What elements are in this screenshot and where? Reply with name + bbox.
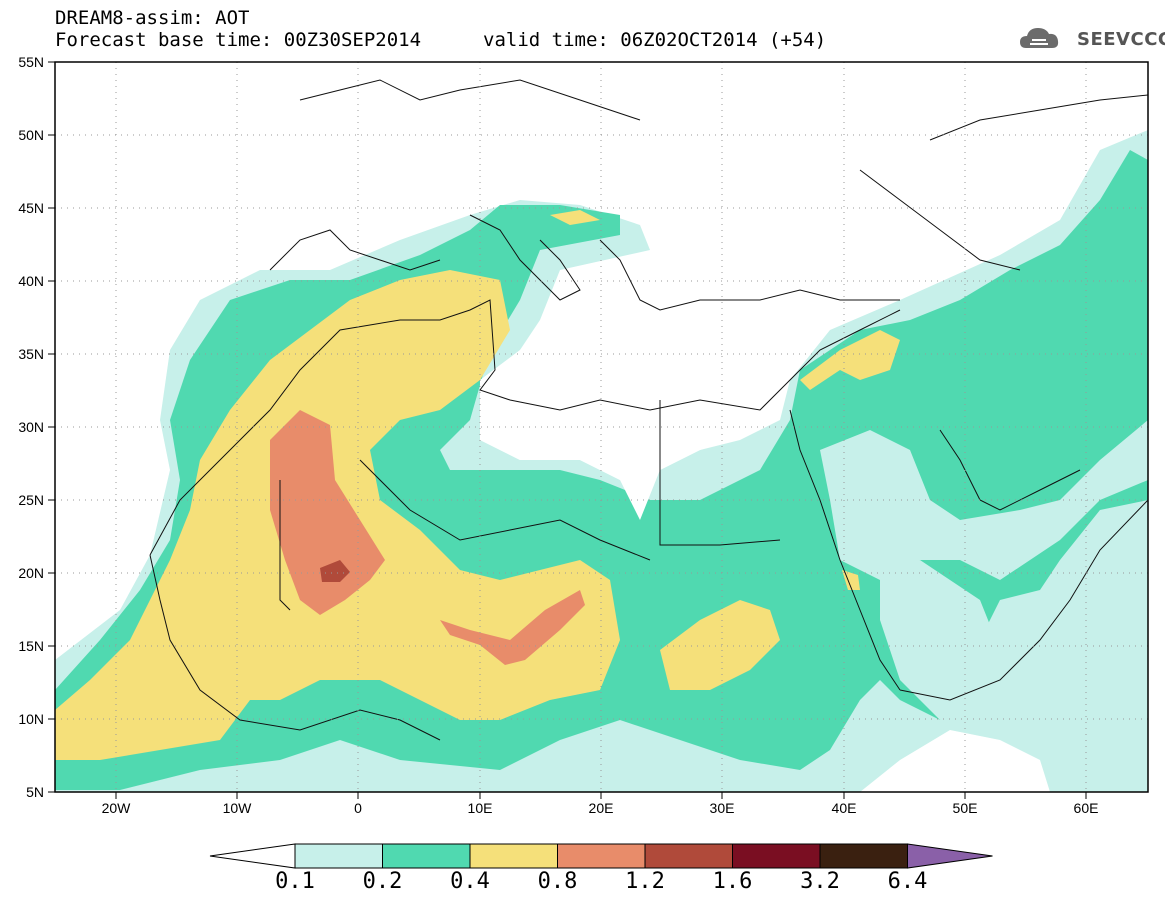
colorbar-level-label: 0.1 [275, 869, 315, 894]
contour-0.1-inner2 [880, 560, 1000, 720]
low-aot-region [480, 290, 790, 520]
lat-label: 15N [18, 638, 44, 654]
chart-title: DREAM8-assim: AOT [55, 7, 250, 29]
lon-label: 60E [1073, 800, 1099, 816]
cloud-icon [1020, 28, 1059, 48]
lat-label: 20N [18, 565, 44, 581]
tick-marks [48, 61, 1087, 799]
colorbar-level-label: 0.2 [362, 869, 403, 894]
forecast-base-time: Forecast base time: 00Z30SEP2014 [55, 29, 422, 51]
lon-label: 50E [952, 800, 978, 816]
lat-label: 45N [18, 200, 44, 216]
contour-0.8 [270, 410, 385, 615]
logo-text: SEEVCCC [1077, 29, 1165, 50]
lon-label: 20E [588, 800, 614, 816]
colorbar-level-label: 3.2 [800, 869, 840, 894]
lat-label: 10N [18, 711, 44, 727]
colorbar-level-label: 6.4 [887, 869, 928, 894]
contour-0.4-east [660, 600, 780, 690]
colorbar-level-label: 0.4 [450, 869, 490, 894]
valid-time: valid time: 06Z02OCT2014 (+54) [483, 29, 827, 51]
colorbar-level-label: 1.2 [625, 869, 665, 894]
lat-label: 55N [18, 54, 44, 70]
lon-label: 40E [831, 800, 857, 816]
colorbar-level-label: 0.8 [537, 869, 578, 894]
colorbar-level-label: 1.6 [712, 869, 753, 894]
contour-1.2 [320, 560, 350, 582]
lat-label: 40N [18, 273, 44, 289]
lon-label: 20W [101, 800, 131, 816]
lat-label: 5N [26, 784, 44, 800]
aot-contours [55, 130, 1148, 792]
lon-label: 0 [354, 800, 362, 816]
lat-label: 30N [18, 419, 44, 435]
contour-0.4-levant [800, 330, 900, 390]
graticule [55, 62, 1148, 792]
lon-label: 10W [222, 800, 252, 816]
contour-0.4-adriatic [550, 210, 600, 225]
lat-label: 35N [18, 346, 44, 362]
lat-label: 25N [18, 492, 44, 508]
lon-label: 10E [467, 800, 493, 816]
contour-0.8-east [440, 590, 585, 665]
coastlines [149, 79, 1148, 741]
lon-label: 30E [709, 800, 735, 816]
lat-label: 50N [18, 127, 44, 143]
contour-0.1-inner [820, 420, 1148, 580]
